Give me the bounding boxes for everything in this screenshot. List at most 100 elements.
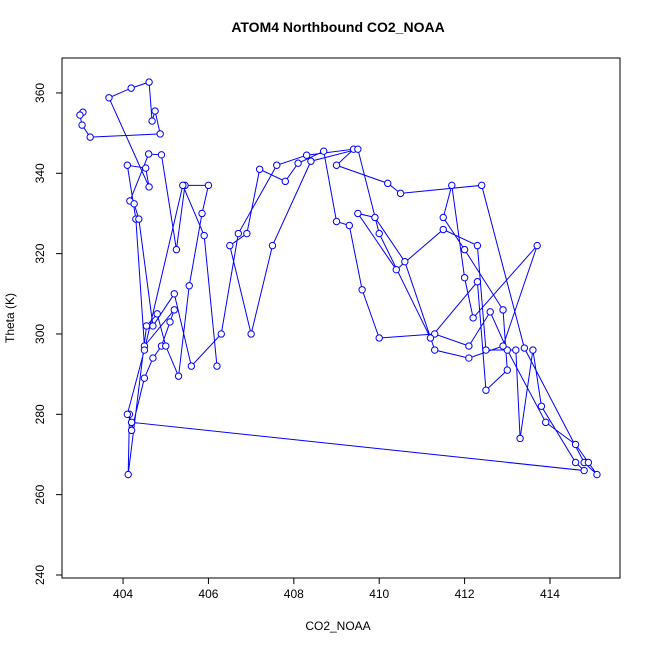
data-point — [580, 466, 588, 475]
data-point — [584, 458, 593, 467]
data-point — [426, 334, 435, 342]
data-point — [371, 213, 379, 222]
data-point — [473, 241, 482, 250]
chart-title: ATOM4 Northbound CO2_NOAA — [231, 19, 444, 35]
data-point — [78, 121, 86, 129]
data-point — [140, 346, 149, 354]
data-point — [140, 374, 149, 382]
data-point — [170, 290, 178, 298]
x-tick-label: 412 — [455, 587, 475, 601]
data-point — [130, 200, 138, 208]
data-point — [156, 130, 164, 138]
data-point — [486, 308, 494, 316]
data-point — [153, 310, 161, 318]
x-tick-label: 408 — [284, 587, 304, 601]
data-point — [512, 346, 520, 354]
data-point — [255, 165, 264, 173]
data-point — [145, 183, 153, 191]
data-point — [157, 151, 166, 159]
data-point — [499, 306, 507, 314]
data-point — [151, 107, 159, 115]
data-point — [86, 133, 94, 141]
data-point — [135, 215, 143, 223]
data-point — [148, 117, 156, 125]
data-point — [439, 225, 447, 234]
data-point — [247, 330, 255, 338]
data-point — [213, 362, 221, 370]
y-tick-label: 320 — [33, 243, 47, 263]
data-point — [332, 161, 341, 169]
data-point — [142, 322, 151, 330]
data-point — [431, 346, 439, 354]
data-point — [124, 470, 132, 479]
data-point — [76, 111, 84, 119]
data-point — [127, 426, 136, 435]
data-point — [302, 151, 311, 159]
y-tick-label: 300 — [33, 324, 47, 344]
data-point — [170, 306, 178, 314]
data-point — [482, 386, 490, 394]
data-point — [448, 181, 456, 190]
data-point — [127, 418, 136, 427]
data-point — [401, 257, 409, 266]
data-point — [465, 354, 473, 362]
data-point — [332, 217, 341, 226]
y-tick-label: 240 — [33, 565, 47, 585]
data-point — [537, 402, 546, 410]
data-point — [166, 318, 174, 326]
data-point — [384, 179, 392, 188]
x-tick-label: 404 — [113, 587, 133, 601]
data-point — [226, 241, 234, 250]
data-line — [79, 81, 598, 475]
data-point — [465, 342, 473, 350]
data-point — [198, 209, 206, 218]
x-tick-label: 406 — [198, 587, 218, 601]
data-point — [179, 181, 187, 190]
data-point — [571, 440, 580, 449]
data-point — [144, 150, 153, 158]
data-point — [172, 245, 181, 254]
data-point — [185, 282, 193, 290]
x-tick-label: 414 — [540, 587, 560, 601]
data-point — [469, 314, 477, 322]
data-point — [460, 274, 469, 282]
data-point — [200, 231, 208, 240]
data-point — [533, 241, 541, 250]
data-point — [499, 342, 507, 350]
data-point — [529, 346, 537, 354]
y-tick-label: 340 — [33, 163, 47, 183]
data-point — [571, 458, 580, 467]
data-point — [375, 334, 383, 342]
data-point — [281, 177, 289, 186]
data-point — [234, 229, 243, 238]
x-axis-label: CO2_NOAA — [305, 619, 370, 633]
data-point — [593, 470, 601, 479]
y-tick-label: 260 — [33, 484, 47, 504]
data-point — [127, 84, 135, 92]
data-point — [187, 362, 196, 370]
data-point — [477, 181, 486, 190]
data-point — [516, 434, 524, 443]
data-point — [105, 94, 113, 102]
x-tick-label: 410 — [369, 587, 389, 601]
y-axis-label: Theta (K) — [3, 293, 17, 343]
data-point — [345, 221, 354, 230]
data-point — [375, 229, 383, 238]
data-point — [268, 241, 277, 250]
data-point — [204, 181, 213, 190]
data-point — [354, 209, 362, 218]
data-point — [123, 410, 132, 419]
data-point — [439, 213, 447, 222]
data-point — [294, 159, 302, 167]
data-point — [503, 366, 511, 374]
data-point — [392, 265, 400, 274]
data-point — [354, 145, 362, 153]
data-point — [141, 164, 150, 172]
y-tick-label: 280 — [33, 404, 47, 424]
data-point — [307, 157, 315, 165]
data-point — [542, 418, 550, 427]
data-point — [123, 161, 132, 169]
data-point — [273, 161, 281, 169]
data-point — [243, 229, 251, 238]
